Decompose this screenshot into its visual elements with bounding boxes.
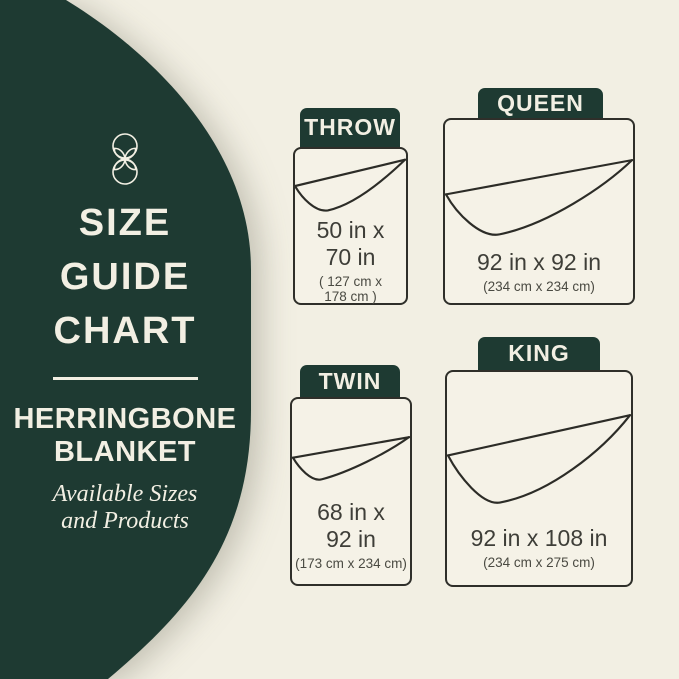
blanket-fold-icon	[447, 414, 631, 504]
blanket-outline: 50 in x 70 in ( 127 cm x 178 cm )	[293, 147, 408, 305]
dimension-cm: (234 cm x 234 cm)	[483, 279, 595, 294]
blanket-outline: 68 in x 92 in (173 cm x 234 cm)	[290, 397, 412, 586]
size-card-throw: THROW 50 in x 70 in ( 127 cm x 178 cm )	[293, 108, 408, 305]
dimensions: 50 in x 70 in ( 127 cm x 178 cm )	[295, 217, 406, 304]
dimension-cm: (173 cm x 234 cm)	[295, 556, 407, 571]
dimension-inches: 70 in	[325, 244, 376, 270]
size-label: TWIN	[318, 367, 382, 394]
dimension-inches: 92 in x 92 in	[476, 249, 602, 275]
tagline-line: and Products	[61, 508, 189, 534]
panel-content: SIZE GUIDE CHART HERRINGBONE BLANKET Ava…	[0, 0, 250, 679]
dimension-cm: (234 cm x 275 cm)	[483, 555, 595, 570]
size-label: QUEEN	[497, 89, 584, 116]
size-card-king: KING 92 in x 108 in (234 cm x 275 cm)	[445, 337, 633, 587]
dimensions: 92 in x 108 in (234 cm x 275 cm)	[447, 525, 631, 570]
page-title: SIZE GUIDE CHART	[0, 196, 250, 358]
blanket-outline: 92 in x 92 in (234 cm x 234 cm)	[443, 118, 635, 305]
dimension-cm: 178 cm )	[324, 289, 377, 304]
size-card-queen: QUEEN 92 in x 92 in (234 cm x 234 cm)	[443, 88, 635, 305]
tagline: Available Sizes and Products	[0, 481, 250, 535]
divider	[53, 377, 198, 380]
title-line: CHART	[53, 310, 197, 352]
dimensions: 68 in x 92 in (173 cm x 234 cm)	[292, 499, 410, 571]
dimension-inches: 92 in	[326, 526, 376, 552]
size-card-twin: TWIN 68 in x 92 in (173 cm x 234 cm)	[290, 365, 412, 586]
blanket-outline: 92 in x 108 in (234 cm x 275 cm)	[445, 370, 633, 587]
blanket-fold-icon	[295, 158, 406, 212]
product-name: HERRINGBONE BLANKET	[0, 403, 250, 469]
tagline-line: Available Sizes	[52, 481, 198, 507]
blanket-fold-icon	[445, 159, 633, 236]
dimension-cm: ( 127 cm x	[318, 274, 383, 289]
dimension-inches: 68 in x	[317, 499, 385, 525]
title-line: SIZE	[78, 202, 172, 244]
blanket-fold-icon	[292, 436, 410, 481]
brand-logo-icon	[112, 133, 138, 185]
size-label: THROW	[304, 114, 396, 140]
dimensions: 92 in x 92 in (234 cm x 234 cm)	[445, 249, 633, 294]
title-line: GUIDE	[59, 256, 191, 298]
dimension-inches: 92 in x 108 in	[470, 525, 608, 551]
product-line: HERRINGBONE	[13, 403, 237, 435]
dimension-inches: 50 in x	[316, 217, 385, 243]
product-line: BLANKET	[53, 436, 197, 468]
size-label: KING	[508, 340, 570, 366]
